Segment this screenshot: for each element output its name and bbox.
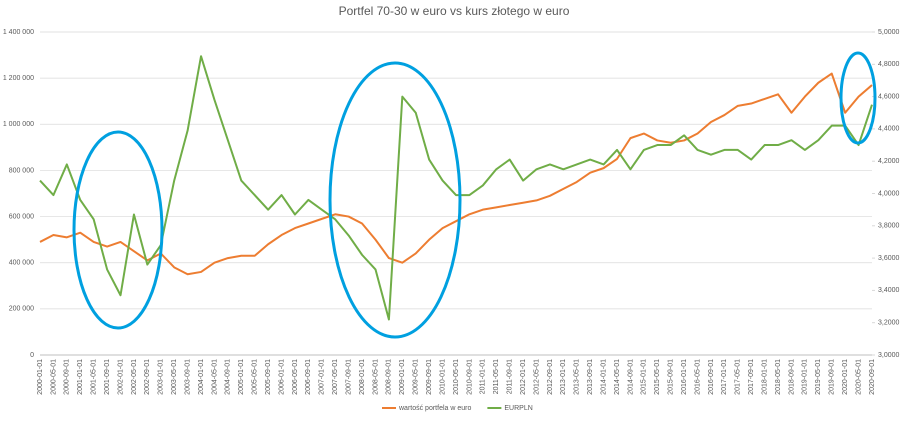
x-tick-label: 2011-09-01 — [507, 359, 514, 394]
x-tick-label: 2006-05-01 — [292, 359, 299, 395]
y2-tick-label: 4,0000 — [878, 190, 900, 197]
y-tick-label: 1 000 000 — [3, 121, 34, 128]
x-tick-label: 2002-09-01 — [144, 359, 151, 395]
x-tick-label: 2009-01-01 — [399, 359, 406, 395]
x-tick-label: 2017-01-01 — [721, 359, 728, 395]
x-tick-label: 2011-05-01 — [493, 359, 500, 394]
x-tick-label: 2008-05-01 — [372, 359, 379, 395]
series-line — [39, 55, 873, 321]
x-tick-label: 2010-01-01 — [439, 359, 446, 395]
x-tick-label: 2009-09-01 — [426, 359, 433, 395]
x-tick-label: 2015-09-01 — [668, 359, 675, 395]
x-tick-label: 2013-05-01 — [574, 359, 581, 395]
x-tick-label: 2014-05-01 — [614, 359, 621, 395]
legend-label: EURPLN — [504, 405, 532, 412]
x-tick-label: 2001-05-01 — [91, 359, 98, 395]
y2-tick-label: 4,4000 — [878, 126, 900, 133]
y-tick-label: 1 200 000 — [3, 75, 34, 82]
x-tick-label: 2020-09-01 — [869, 359, 876, 395]
x-tick-label: 2003-09-01 — [184, 359, 191, 395]
legend-label: wartość portfela w euro — [398, 405, 471, 412]
x-tick-label: 2005-05-01 — [252, 359, 259, 395]
x-tick-label: 2004-01-01 — [198, 359, 205, 395]
x-tick-label: 2019-09-01 — [829, 359, 836, 395]
x-tick-label: 2013-09-01 — [587, 359, 594, 395]
y-tick-label: 400 000 — [9, 260, 34, 267]
x-tick-label: 2010-05-01 — [453, 359, 460, 395]
y-tick-label: 1 400 000 — [3, 29, 34, 36]
x-tick-label: 2017-05-01 — [735, 359, 742, 395]
x-tick-label: 2001-09-01 — [104, 359, 111, 395]
x-tick-label: 2011-01-01 — [480, 359, 487, 394]
x-tick-label: 2000-09-01 — [64, 359, 71, 395]
y2-tick-label: 4,2000 — [878, 158, 900, 165]
x-tick-label: 2017-09-01 — [748, 359, 755, 395]
x-tick-label: 2014-09-01 — [627, 359, 634, 395]
y-tick-label: 800 000 — [9, 167, 34, 174]
x-tick-label: 2001-01-01 — [77, 359, 84, 395]
x-tick-label: 2020-01-01 — [842, 359, 849, 395]
x-tick-label: 2016-09-01 — [708, 359, 715, 395]
x-tick-label: 2016-01-01 — [681, 359, 688, 395]
y2-tick-label: 3,0000 — [878, 352, 900, 359]
x-tick-label: 2007-05-01 — [332, 359, 339, 395]
x-tick-label: 2008-01-01 — [359, 359, 366, 395]
x-tick-label: 2006-01-01 — [278, 359, 285, 395]
x-tick-label: 2012-05-01 — [533, 359, 540, 395]
highlight-ellipse — [328, 61, 462, 339]
x-tick-label: 2003-01-01 — [158, 359, 165, 395]
x-tick-label: 2020-05-01 — [855, 359, 862, 395]
chart-title: Portfel 70-30 w euro vs kurs złotego w e… — [339, 4, 570, 18]
x-tick-label: 2018-05-01 — [775, 359, 782, 395]
x-tick-label: 2012-09-01 — [547, 359, 554, 395]
y2-tick-label: 4,6000 — [878, 93, 900, 100]
x-tick-label: 2003-05-01 — [171, 359, 178, 395]
x-tick-label: 2007-09-01 — [345, 359, 352, 395]
series-line — [39, 72, 873, 276]
x-tick-label: 2019-05-01 — [815, 359, 822, 395]
x-tick-label: 2016-05-01 — [694, 359, 701, 395]
x-tick-label: 2004-05-01 — [211, 359, 218, 395]
highlight-ellipse — [72, 130, 164, 330]
y2-tick-label: 3,4000 — [878, 287, 900, 294]
x-tick-label: 2010-09-01 — [466, 359, 473, 395]
x-tick-label: 2002-05-01 — [131, 359, 138, 395]
y-tick-label: 600 000 — [9, 213, 34, 220]
y2-tick-label: 4,8000 — [878, 61, 900, 68]
x-tick-label: 2005-01-01 — [238, 359, 245, 395]
x-tick-label: 2008-09-01 — [386, 359, 393, 395]
x-tick-label: 2014-01-01 — [600, 359, 607, 395]
x-tick-label: 2019-01-01 — [802, 359, 809, 395]
y2-tick-label: 3,2000 — [878, 320, 900, 327]
x-tick-label: 2015-05-01 — [654, 359, 661, 395]
x-tick-label: 2015-01-01 — [641, 359, 648, 395]
y2-tick-label: 5,0000 — [878, 29, 900, 36]
x-tick-label: 2004-09-01 — [225, 359, 232, 395]
x-tick-label: 2009-05-01 — [413, 359, 420, 395]
y-tick-label: 0 — [30, 352, 34, 359]
plot-area: 0 200 000 400 000 600 000 800 000 1 000 000 1 … — [3, 29, 900, 412]
x-tick-label: 2006-09-01 — [305, 359, 312, 395]
x-tick-label: 2012-01-01 — [520, 359, 527, 395]
y-tick-label: 200 000 — [9, 306, 34, 313]
x-tick-label: 2005-09-01 — [265, 359, 272, 395]
x-tick-label: 2018-09-01 — [788, 359, 795, 395]
x-tick-label: 2002-01-01 — [117, 359, 124, 395]
x-tick-label: 2000-01-01 — [37, 359, 44, 395]
highlight-ellipse — [839, 51, 877, 145]
x-tick-label: 2018-01-01 — [761, 359, 768, 395]
x-tick-label: 2007-01-01 — [319, 359, 326, 395]
x-tick-label: 2000-05-01 — [50, 359, 57, 395]
x-tick-label: 2013-01-01 — [560, 359, 567, 395]
y2-tick-label: 3,8000 — [878, 223, 900, 230]
y2-tick-label: 3,6000 — [878, 255, 900, 262]
